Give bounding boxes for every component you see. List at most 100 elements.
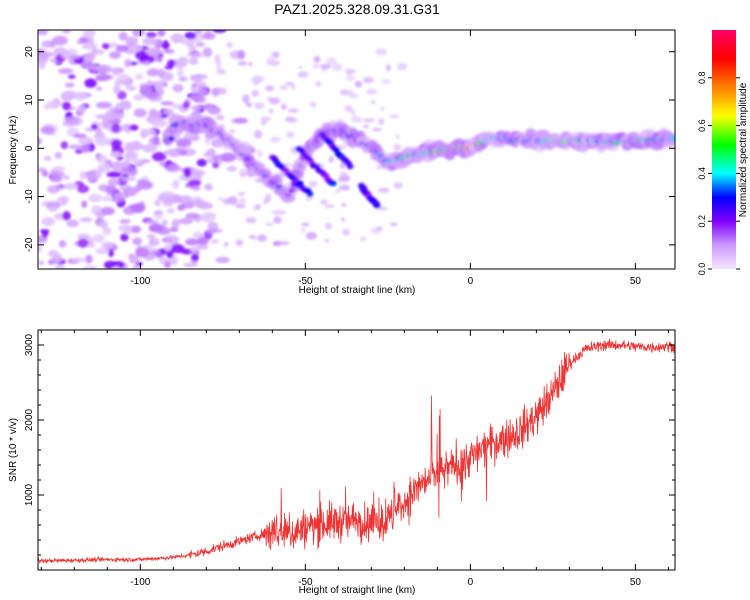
heatmap-cell — [107, 249, 115, 257]
heatmap-cell — [195, 42, 206, 47]
heatmap-cell — [73, 133, 87, 138]
heatmap-cell — [320, 199, 328, 205]
spectrogram-ytick-label: -10 — [24, 189, 35, 204]
heatmap-cell — [125, 46, 138, 55]
colorbar: 0.0 0.2 0.4 0.6 0.8 Normalized spectral ampl… — [697, 30, 749, 275]
heatmap-cell — [245, 217, 257, 224]
heatmap-cell — [79, 37, 89, 44]
heatmap-cell — [122, 186, 138, 197]
heatmap-cell — [48, 249, 59, 258]
heatmap-cell — [136, 179, 147, 184]
heatmap-cell — [91, 123, 98, 130]
snr-ytick-label: 1000 — [24, 483, 35, 506]
heatmap-cell — [360, 236, 367, 242]
heatmap-cell — [84, 171, 96, 177]
heatmap-cell — [215, 114, 225, 121]
colorbar-label: Normalized spectral amplitude — [738, 82, 749, 217]
heatmap-cell — [114, 102, 123, 112]
heatmap-cell — [351, 115, 362, 124]
heatmap-cell — [323, 204, 335, 208]
snr-ytick-label: 2000 — [24, 408, 35, 431]
heatmap-cell — [223, 241, 229, 247]
heatmap-cell — [197, 84, 207, 93]
heatmap-cell — [52, 166, 66, 171]
heatmap-cell — [43, 156, 52, 161]
heatmap-cell — [164, 131, 178, 140]
heatmap-cell — [113, 84, 121, 95]
heatmap-cell — [77, 104, 87, 114]
heatmap-cell — [354, 80, 363, 88]
heatmap-cell — [129, 225, 142, 234]
heatmap-cell — [81, 200, 88, 208]
heatmap-cell — [124, 58, 132, 68]
heatmap-cell — [84, 78, 97, 88]
heatmap-cell — [38, 59, 46, 70]
heatmap-cell — [166, 59, 176, 68]
heatmap-cell — [110, 196, 124, 203]
heatmap-cell — [100, 206, 115, 216]
heatmap-cell — [301, 222, 310, 227]
heatmap-cell — [141, 128, 157, 137]
heatmap-cell — [377, 187, 390, 193]
heatmap-cell — [184, 238, 200, 246]
heatmap-cell — [115, 45, 129, 53]
heatmap-cell — [163, 148, 178, 156]
heatmap-cell — [128, 254, 140, 265]
heatmap-cell — [124, 150, 138, 161]
heatmap-cell — [229, 129, 236, 133]
heatmap-cell — [271, 209, 287, 216]
heatmap-cell — [324, 239, 330, 243]
heatmap-cell — [184, 31, 197, 40]
heatmap-cell — [191, 199, 208, 207]
heatmap-cell — [284, 82, 295, 86]
heatmap-cell — [161, 41, 170, 50]
heatmap-cell — [362, 76, 374, 84]
heatmap-cell — [110, 161, 126, 171]
heatmap-cell — [345, 76, 356, 81]
heatmap-cell — [38, 137, 42, 145]
spectrogram-ytick-label: 0 — [24, 145, 35, 151]
heatmap-cell — [305, 232, 318, 240]
heatmap-cell — [233, 117, 248, 124]
heatmap-cell — [376, 165, 382, 170]
heatmap-cell — [395, 133, 401, 140]
heatmap-cell — [47, 100, 59, 110]
heatmap-cell — [106, 171, 122, 178]
heatmap-cell — [257, 234, 267, 242]
heatmap-cell — [132, 264, 140, 269]
heatmap-cell — [171, 255, 178, 266]
heatmap-cell — [38, 260, 45, 266]
heatmap-cell — [54, 265, 66, 269]
heatmap-cell — [111, 111, 125, 119]
heatmap-cell — [110, 152, 122, 157]
spectrogram-ytick-label: 20 — [24, 46, 35, 58]
heatmap-cell — [215, 60, 222, 68]
heatmap-cell — [156, 56, 163, 63]
heatmap-cell — [265, 222, 274, 227]
heatmap-cell — [340, 161, 346, 170]
heatmap-cell — [101, 43, 110, 50]
heatmap-cell — [164, 243, 172, 252]
heatmap-cell — [188, 179, 201, 187]
heatmap-cell — [237, 49, 246, 60]
heatmap-cell — [239, 171, 247, 178]
heatmap-cell — [118, 31, 128, 41]
heatmap-cell — [95, 101, 112, 109]
heatmap-cell — [71, 257, 87, 263]
heatmap-cell — [49, 175, 63, 183]
snr-xlabel: Height of straight line (km) — [299, 585, 416, 596]
heatmap-cell — [138, 54, 155, 64]
colorbar-tick-label: 0.6 — [697, 119, 707, 132]
heatmap-cell — [134, 73, 144, 80]
heatmap-cell — [146, 68, 160, 77]
heatmap-cell — [160, 101, 175, 106]
heatmap-cell — [133, 94, 145, 101]
heatmap-cell — [363, 118, 375, 123]
heatmap-cell — [191, 185, 201, 191]
spectrogram-xtick-label: -100 — [130, 276, 150, 287]
heatmap-cell — [79, 217, 93, 223]
heatmap-cell — [148, 223, 165, 232]
heatmap-cell — [122, 159, 131, 169]
